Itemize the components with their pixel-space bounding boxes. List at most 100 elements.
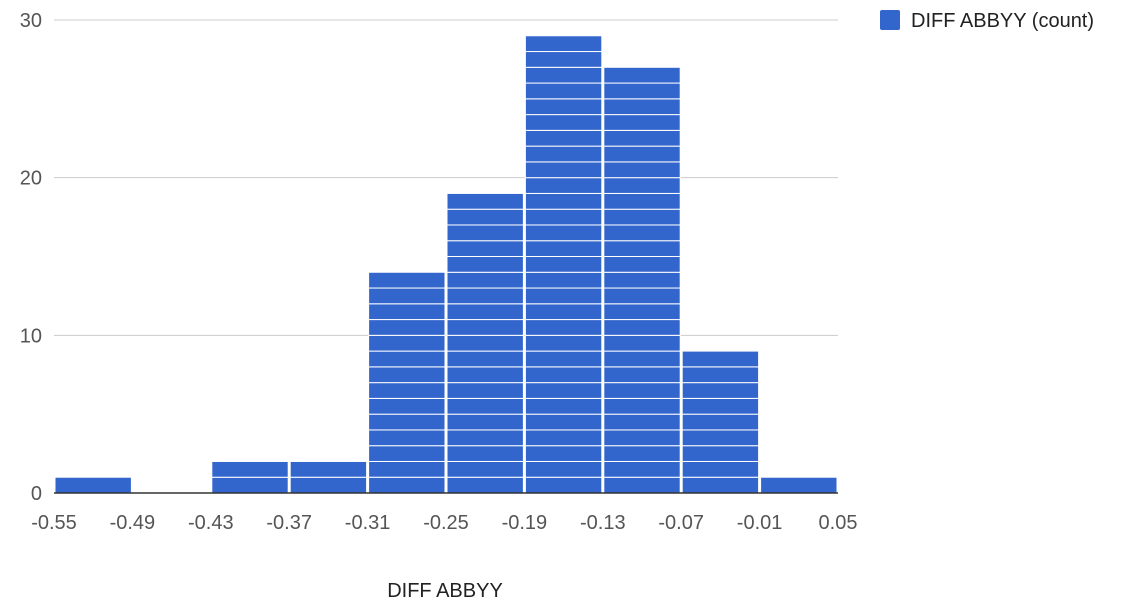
bar-segment [681, 445, 760, 462]
bar-segment [524, 224, 603, 242]
bar-segment [603, 413, 681, 431]
bar-segment [446, 334, 524, 352]
x-tick-label: -0.13 [580, 512, 626, 534]
bar[interactable] [603, 66, 681, 494]
bar-segment [681, 429, 760, 447]
bar-segment [524, 287, 603, 305]
bar-segment [603, 208, 681, 226]
bar-segment [446, 366, 524, 384]
bar-segment [446, 224, 524, 242]
x-tick-label: -0.01 [737, 512, 783, 534]
bar-segment [603, 397, 681, 415]
bar-segment [603, 161, 681, 179]
bar-segment [524, 429, 603, 447]
bar-segment [368, 429, 446, 447]
bar-segment [524, 177, 603, 194]
bar-segment [603, 98, 681, 116]
bar-segment [524, 82, 603, 100]
bar-segment [368, 460, 446, 478]
bar-segment [524, 476, 603, 494]
bar-segment [446, 350, 524, 368]
bar-segment [524, 397, 603, 415]
legend[interactable]: DIFF ABBYY (count) [880, 10, 1094, 32]
x-tick-label: -0.49 [110, 512, 156, 534]
bar-segment [524, 413, 603, 431]
bar-segment [603, 382, 681, 399]
bar-segment [368, 366, 446, 384]
bar[interactable] [446, 192, 524, 494]
bar-segment [603, 66, 681, 84]
bar-segment [211, 460, 289, 478]
bar-segment [524, 271, 603, 289]
bar-segment [446, 476, 524, 494]
bar-segment [603, 287, 681, 305]
bar-segment [368, 303, 446, 321]
y-tick-label: 10 [20, 325, 42, 347]
bar-segment [289, 460, 368, 478]
bar-segment [446, 303, 524, 321]
bar-segment [603, 145, 681, 163]
bar-segment [446, 256, 524, 273]
bar-segment [603, 240, 681, 258]
bar-segment [603, 350, 681, 368]
bar-segment [603, 177, 681, 194]
bar[interactable] [524, 35, 603, 494]
y-axis-ticks: 0 10 20 30 [20, 10, 42, 505]
bar-segment [524, 192, 603, 210]
bar-segment [289, 476, 368, 494]
bar[interactable] [211, 460, 289, 494]
x-tick-label: -0.19 [502, 512, 548, 534]
bar-segment [524, 366, 603, 384]
bar-segment [54, 476, 132, 494]
bar-segment [524, 145, 603, 163]
bar-segment [524, 66, 603, 84]
x-tick-label: -0.55 [31, 512, 77, 534]
bar-segment [368, 397, 446, 415]
bar[interactable] [54, 476, 132, 494]
bar-segment [524, 303, 603, 321]
bar-segment [368, 445, 446, 462]
x-tick-label: -0.07 [658, 512, 704, 534]
legend-label: DIFF ABBYY (count) [911, 10, 1094, 32]
bar[interactable] [760, 476, 838, 494]
bar-segment [524, 319, 603, 336]
x-tick-label: -0.31 [345, 512, 391, 534]
bar-segment [603, 114, 681, 131]
bar-segment [524, 256, 603, 273]
bar[interactable] [681, 350, 760, 494]
bar-segment [524, 129, 603, 147]
bar-segment [524, 445, 603, 462]
bar-segment [681, 366, 760, 384]
bar-segment [524, 350, 603, 368]
bar-segment [524, 161, 603, 179]
bar-segment [524, 334, 603, 352]
bar-segment [368, 476, 446, 494]
bar-segment [524, 382, 603, 399]
bar-segment [446, 240, 524, 258]
bar-segment [603, 460, 681, 478]
bar-segment [446, 429, 524, 447]
bar-segment [446, 445, 524, 462]
bar-segment [681, 382, 760, 399]
bar-segment [603, 224, 681, 242]
bar-segment [446, 208, 524, 226]
bar-segment [368, 382, 446, 399]
bar-segment [524, 208, 603, 226]
bar-segment [446, 397, 524, 415]
bar[interactable] [289, 460, 368, 494]
bar-segment [524, 51, 603, 68]
bar-segment [446, 460, 524, 478]
x-axis-title: DIFF ABBYY [387, 580, 503, 598]
x-tick-label: -0.43 [188, 512, 234, 534]
bar-segment [603, 476, 681, 494]
bar-segment [603, 334, 681, 352]
bar-segment [603, 319, 681, 336]
bar-segment [368, 334, 446, 352]
bar-segment [603, 192, 681, 210]
bar-segment [368, 287, 446, 305]
bar-segment [524, 98, 603, 116]
x-tick-label: -0.25 [423, 512, 469, 534]
bar[interactable] [368, 271, 446, 494]
